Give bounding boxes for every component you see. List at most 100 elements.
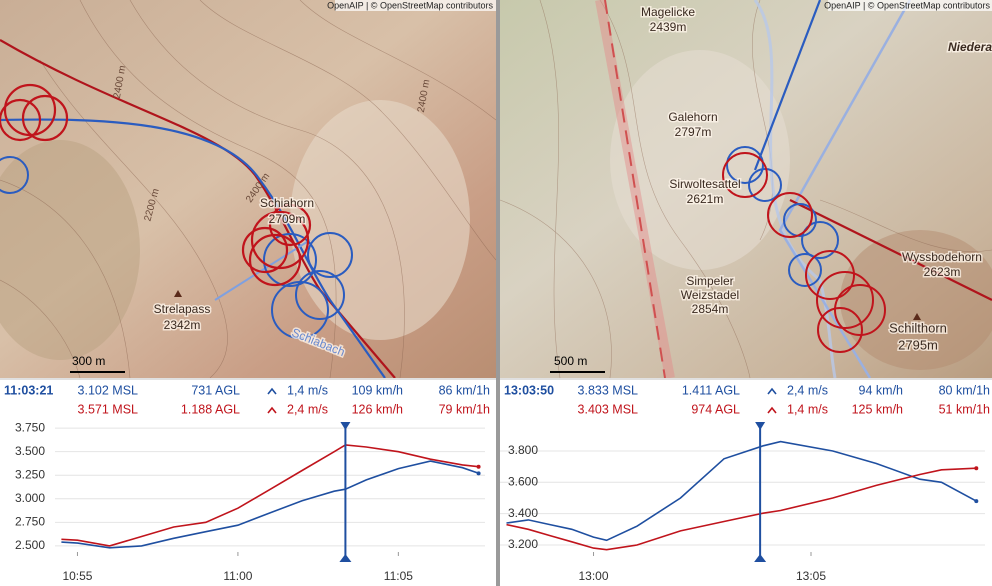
stat-value: 1,4 m/s	[287, 383, 328, 397]
stat-value: 1,4 m/s	[787, 402, 828, 416]
cursor-time: 11:03:21	[4, 383, 53, 397]
relief	[840, 230, 992, 370]
stat-value: 1.411 AGL	[682, 383, 740, 397]
stat-value: 731 AGL	[191, 383, 240, 397]
place-label: 2621m	[687, 192, 724, 206]
contours	[499, 0, 992, 379]
stat-value: 79 km/1h	[439, 402, 490, 416]
attribution-bg	[335, 0, 496, 11]
track-blue	[214, 239, 311, 301]
x-tick-label: 13:05	[796, 569, 826, 583]
end-dot	[974, 466, 979, 471]
climb-icon	[767, 387, 777, 395]
stat-value: 126 km/h	[352, 402, 403, 416]
stat-value: 1.188 AGL	[181, 402, 240, 416]
track-blue-faint	[778, 0, 912, 379]
place-label: 2795m	[898, 337, 938, 352]
track-blue	[753, 0, 822, 171]
stat-value: 94 km/h	[859, 383, 904, 397]
stat-value: 125 km/h	[852, 402, 903, 416]
stat-value: 3.571 MSL	[78, 402, 139, 416]
relief	[610, 50, 790, 270]
attribution: OpenAIP | © OpenStreetMap contributors	[824, 0, 990, 10]
place-label: 2342m	[164, 318, 201, 332]
peak-icon	[174, 290, 182, 297]
place-label: 2439m	[650, 20, 687, 34]
stat-value: 974 AGL	[691, 402, 740, 416]
cursor-handle	[339, 554, 352, 562]
x-tick-label: 11:05	[384, 569, 413, 583]
attribution: OpenAIP | © OpenStreetMap contributors	[327, 0, 493, 10]
separator	[0, 378, 496, 380]
end-dot	[476, 471, 481, 476]
place-label: Niedera	[948, 40, 992, 54]
peak-icon	[913, 313, 921, 320]
y-tick-label: 3.600	[508, 474, 538, 488]
y-tick-label: 2.500	[15, 538, 45, 552]
altitude-line	[506, 467, 977, 551]
place-label: Magelicke	[641, 5, 695, 19]
climb-icon	[267, 406, 277, 414]
divider	[496, 0, 500, 586]
map-left[interactable]: OpenAIP | © OpenStreetMap contributors S…	[0, 0, 497, 379]
stat-value: 2,4 m/s	[287, 402, 328, 416]
end-dot	[476, 464, 481, 469]
place-label: Strelapass	[154, 302, 211, 316]
place-label: Schiahorn	[260, 196, 314, 210]
place-label: Galehorn	[668, 110, 717, 124]
altitude-line	[506, 440, 977, 542]
stat-value: 109 km/h	[352, 383, 403, 397]
x-tick-label: 10:55	[62, 569, 92, 583]
y-tick-label: 2.750	[15, 514, 45, 528]
thermal-blue	[726, 146, 839, 287]
altitude-line	[61, 460, 479, 549]
altitude-line	[61, 444, 479, 547]
road	[753, 0, 837, 379]
cursor-time: 13:03:50	[504, 383, 554, 397]
scale-label: 300 m	[72, 354, 105, 368]
cursor-handle	[754, 554, 767, 562]
attribution-bg	[828, 0, 992, 11]
cursor-handle	[340, 422, 351, 430]
stat-value: 2,4 m/s	[787, 383, 828, 397]
y-tick-label: 3.400	[508, 506, 538, 520]
track-red	[789, 199, 992, 301]
y-tick-label: 3.800	[508, 443, 538, 457]
border-zone	[595, 0, 675, 379]
x-tick-label: 11:00	[223, 569, 252, 583]
map-right[interactable]: OpenAIP | © OpenStreetMap contributors M…	[499, 0, 992, 379]
y-tick-label: 3.250	[15, 467, 45, 481]
border-line	[604, 0, 666, 379]
y-tick-label: 3.750	[15, 420, 45, 434]
end-dot	[974, 499, 979, 504]
stat-value: 86 km/1h	[439, 383, 490, 397]
place-label: Wyssbodehorn	[902, 250, 982, 264]
separator	[500, 378, 992, 380]
place-label: Schilthorn	[889, 320, 947, 335]
place-label: 2623m	[924, 265, 961, 279]
thermal-blue	[0, 156, 353, 339]
place-label: Simpeler	[686, 274, 733, 288]
place-label: 2854m	[692, 302, 729, 316]
y-tick-label: 3.000	[15, 491, 45, 505]
climb-icon	[267, 387, 277, 395]
place-label: Weizstadel	[681, 288, 739, 302]
place-label: 2709m	[269, 212, 306, 226]
place-label: Sirwoltesattel	[669, 177, 740, 191]
contours	[0, 0, 497, 379]
relief	[0, 140, 140, 360]
y-tick-label: 3.200	[508, 537, 538, 551]
stat-value: 51 km/1h	[939, 402, 990, 416]
y-tick-label: 3.500	[15, 444, 45, 458]
thermal-red	[722, 152, 886, 353]
scale-label: 500 m	[554, 354, 587, 368]
stat-value: 3.403 MSL	[578, 402, 639, 416]
stat-value: 3.102 MSL	[78, 383, 139, 397]
climb-icon	[767, 406, 777, 414]
stat-value: 3.833 MSL	[578, 383, 639, 397]
cursor-handle	[755, 422, 766, 430]
stat-value: 80 km/1h	[939, 383, 990, 397]
relief	[290, 100, 470, 340]
place-label: 2797m	[675, 125, 712, 139]
